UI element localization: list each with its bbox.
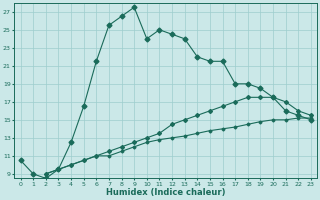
X-axis label: Humidex (Indice chaleur): Humidex (Indice chaleur) — [106, 188, 226, 197]
